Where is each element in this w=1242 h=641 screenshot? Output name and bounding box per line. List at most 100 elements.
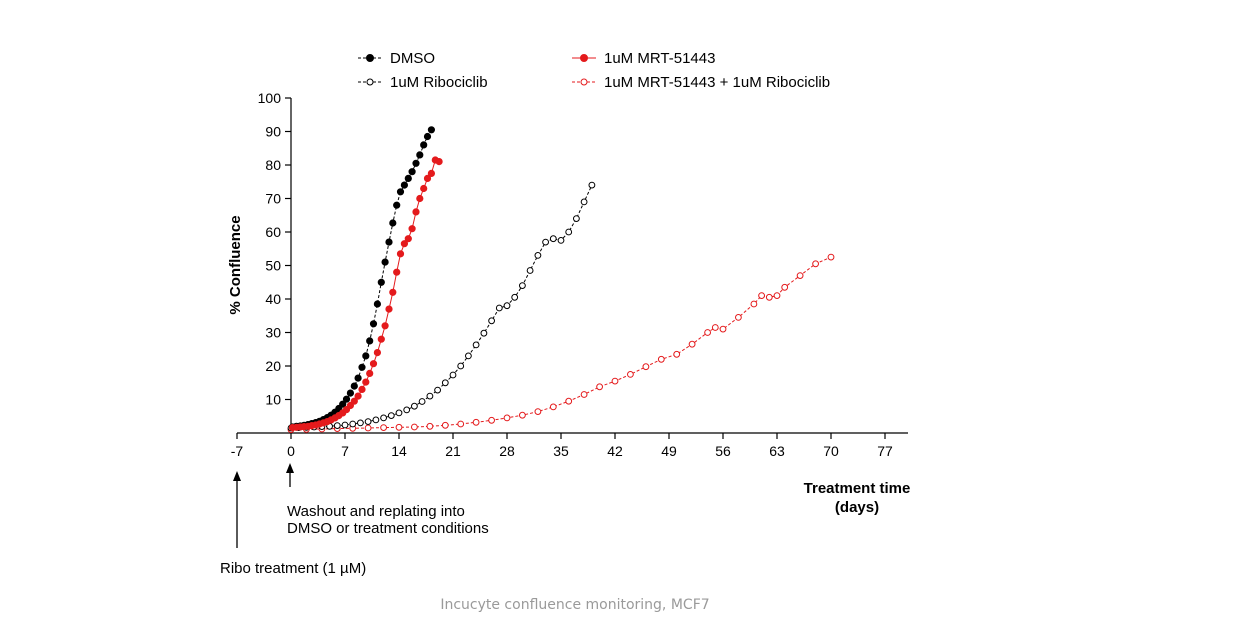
data-point — [642, 363, 650, 371]
data-point — [519, 411, 526, 419]
y-tick-label: 60 — [265, 224, 281, 240]
data-point — [396, 188, 405, 196]
data-point — [765, 293, 773, 301]
y-axis-label: % Confluence — [227, 215, 244, 314]
data-point — [426, 422, 434, 430]
data-point — [549, 403, 557, 411]
data-point — [472, 341, 480, 349]
data-point — [735, 314, 742, 321]
data-point — [627, 371, 634, 378]
data-point — [349, 420, 357, 428]
x-tick-label: -7 — [231, 443, 244, 459]
data-point — [350, 382, 358, 390]
data-point — [416, 151, 424, 159]
data-point — [354, 392, 362, 400]
data-point — [434, 386, 442, 394]
data-point — [750, 300, 758, 308]
data-point — [377, 278, 385, 286]
washout-label-line1: Washout and replating into — [287, 503, 465, 520]
data-point — [565, 228, 573, 236]
data-point — [364, 418, 372, 426]
data-point — [412, 159, 420, 167]
data-point — [472, 418, 480, 426]
data-point — [403, 406, 411, 414]
data-point — [427, 126, 436, 134]
legend-item: 1uM MRT-51443 — [572, 50, 715, 67]
data-point — [385, 305, 393, 313]
x-tick-label: 49 — [661, 443, 677, 459]
data-point — [427, 169, 436, 177]
data-point — [441, 379, 449, 387]
x-axis-label-line1: Treatment time — [804, 480, 911, 497]
series-0 — [288, 126, 436, 431]
data-point — [395, 409, 403, 417]
data-point — [549, 235, 557, 243]
series-2 — [287, 181, 596, 432]
data-point — [758, 292, 765, 300]
data-point — [377, 335, 385, 343]
y-tick-label: 80 — [265, 157, 281, 173]
data-point — [457, 362, 465, 370]
data-point — [719, 325, 727, 333]
y-tick-label: 70 — [265, 191, 281, 207]
washout-arrow-head — [286, 463, 294, 473]
data-point — [358, 385, 366, 394]
data-point — [354, 374, 362, 382]
y-tick-label: 90 — [265, 124, 281, 140]
data-point — [411, 423, 418, 431]
data-point — [480, 329, 488, 337]
legend-item: 1uM MRT-51443 + 1uM Ribociclib — [572, 74, 830, 91]
data-point — [688, 340, 696, 348]
data-point — [441, 421, 449, 429]
data-point — [573, 215, 580, 223]
data-point — [596, 383, 603, 391]
data-point — [488, 416, 496, 424]
data-point — [411, 402, 418, 410]
legend-label: 1uM MRT-51443 — [604, 50, 715, 67]
axes: -7 0 7 14 21 28 35 42 49 56 63 70 77 10 20 30 40 50 60 70 80… — [231, 90, 908, 459]
data-point — [534, 252, 542, 259]
data-point — [412, 208, 420, 216]
legend-item: 1uM Ribociclib — [358, 74, 488, 91]
x-tick-label: 14 — [391, 443, 407, 459]
data-point — [565, 397, 573, 405]
data-point — [588, 181, 596, 189]
x-axis-label-line2: (days) — [835, 499, 879, 516]
data-point — [711, 324, 719, 331]
data-point — [357, 419, 364, 427]
y-tick-label: 20 — [265, 358, 281, 374]
data-point — [381, 322, 389, 330]
x-tick-label: 77 — [877, 443, 893, 459]
x-tick-label: 56 — [715, 443, 731, 459]
ribo-treatment-label: Ribo treatment (1 µM) — [220, 560, 366, 577]
data-point — [373, 349, 382, 357]
series-line — [290, 184, 593, 429]
y-tick-label: 40 — [265, 291, 281, 307]
data-point — [416, 194, 424, 203]
x-tick-label: 35 — [553, 443, 569, 459]
legend-label: DMSO — [390, 50, 435, 67]
data-point — [341, 421, 349, 429]
data-point — [812, 260, 819, 268]
data-point — [435, 158, 443, 166]
data-point — [358, 363, 366, 371]
x-tick-label: 70 — [823, 443, 839, 459]
data-point — [423, 174, 432, 182]
data-point — [408, 225, 416, 233]
data-point — [346, 389, 355, 397]
data-point — [426, 392, 434, 400]
data-point — [362, 378, 370, 386]
data-point — [372, 416, 380, 424]
data-point — [457, 420, 465, 428]
y-tick-label: 10 — [265, 392, 281, 408]
figure-caption: Incucyte confluence monitoring, MCF7 — [440, 597, 709, 613]
y-tick-label: 50 — [265, 258, 281, 274]
data-point — [362, 352, 370, 360]
legend-label: 1uM Ribociclib — [390, 74, 488, 91]
legend-swatch-marker — [580, 78, 588, 86]
data-point — [557, 237, 565, 244]
data-point — [350, 397, 358, 405]
data-point — [389, 219, 397, 227]
data-point — [796, 272, 804, 280]
data-point — [542, 238, 549, 246]
